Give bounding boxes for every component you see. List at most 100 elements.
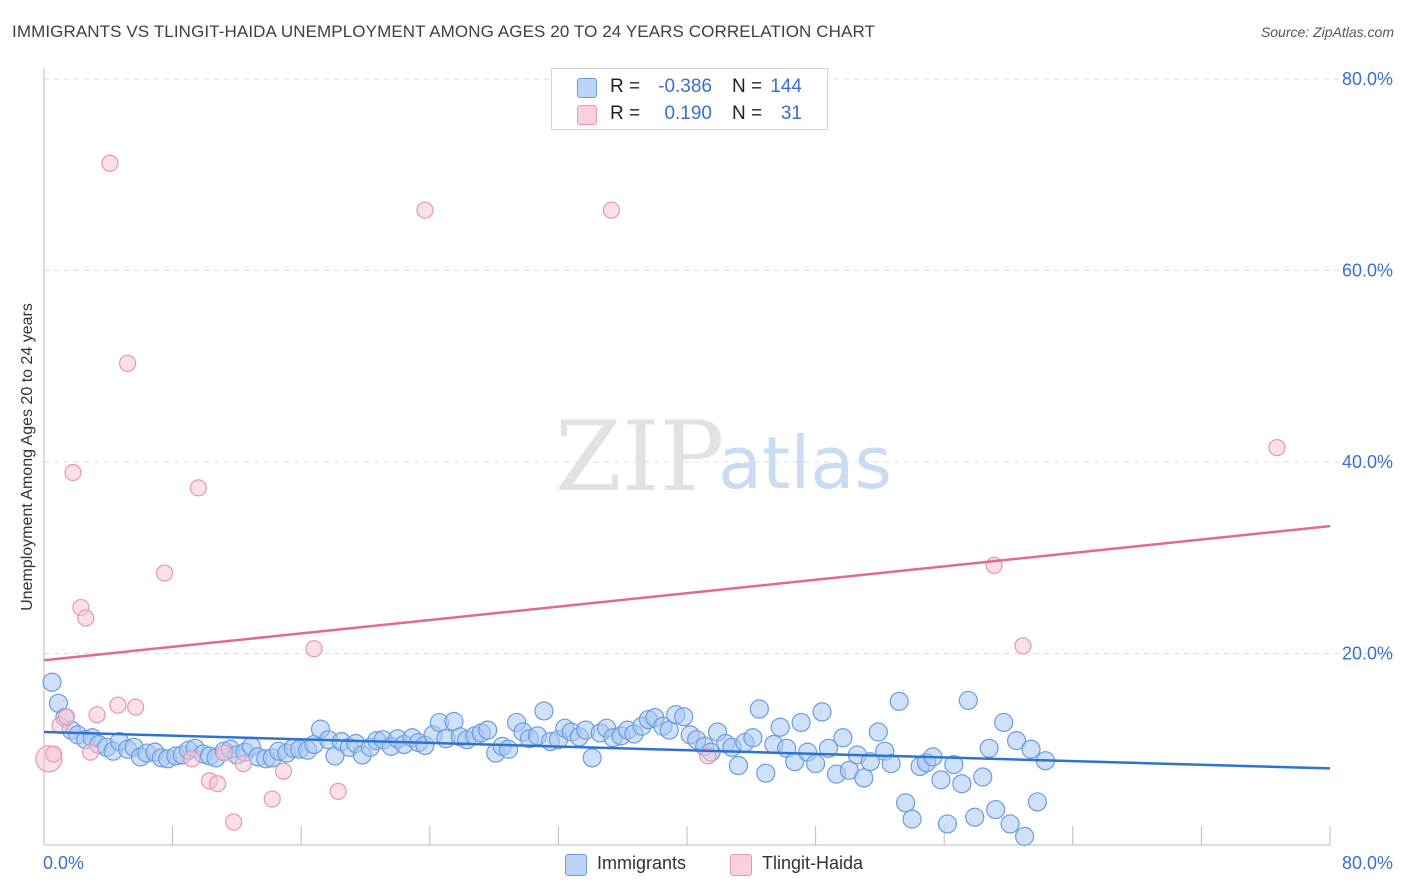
immigrants-point bbox=[965, 807, 985, 827]
r-label: R = bbox=[610, 103, 641, 124]
immigrants-point bbox=[868, 722, 888, 742]
immigrants-point bbox=[498, 739, 519, 759]
legend-label-tlingit-haida: Tlingit-Haida bbox=[762, 853, 864, 873]
tick-labels: 20.0% 40.0% 60.0% 80.0% 0.0% 80.0% bbox=[43, 69, 1393, 873]
immigrants-point bbox=[818, 738, 839, 758]
y-tick-label: 40.0% bbox=[1342, 452, 1393, 472]
y-tick-label: 20.0% bbox=[1342, 644, 1393, 664]
immigrants-point bbox=[743, 728, 763, 748]
immigrants-trend-line bbox=[43, 730, 1331, 770]
tlingit-haida-point bbox=[225, 813, 243, 831]
tlingit-haida-point bbox=[305, 640, 323, 658]
axes bbox=[43, 68, 1331, 846]
immigrants-point bbox=[1021, 739, 1041, 759]
legend-row-immigrants: R = -0.386 N = 144 bbox=[552, 75, 827, 99]
trend-lines bbox=[43, 524, 1331, 770]
n-label: N = bbox=[732, 76, 763, 97]
immigrants-point bbox=[791, 712, 811, 733]
n-label: N = bbox=[732, 103, 763, 124]
tlingit-haida-point bbox=[45, 745, 63, 763]
immigrants-point bbox=[770, 717, 790, 737]
immigrants-point bbox=[937, 814, 958, 834]
r-value: -0.386 bbox=[658, 76, 712, 97]
tlingit-haida-swatch bbox=[730, 854, 752, 876]
immigrants-point bbox=[1000, 814, 1020, 834]
correlation-legend: R = -0.386 N = 144 R = 0.190 N = 31 bbox=[551, 68, 828, 130]
immigrants-point bbox=[944, 754, 964, 775]
immigrants-point bbox=[42, 672, 62, 692]
immigrants-point bbox=[1027, 792, 1048, 812]
series-legend: Immigrants Tlingit-Haida bbox=[0, 851, 1406, 879]
tlingit-haida-point bbox=[77, 609, 95, 627]
watermark-atlas: atlas bbox=[718, 421, 892, 505]
tlingit-haida-points bbox=[35, 154, 1286, 831]
immigrants-point bbox=[1006, 731, 1027, 751]
watermark-zip: ZIP bbox=[555, 401, 724, 513]
y-tick-label: 60.0% bbox=[1342, 261, 1393, 281]
tlingit-haida-point bbox=[101, 154, 119, 172]
tlingit-haida-point bbox=[183, 750, 201, 768]
immigrants-point bbox=[889, 691, 909, 711]
tlingit-haida-point bbox=[57, 708, 76, 726]
tlingit-haida-point bbox=[64, 463, 82, 482]
tlingit-haida-point bbox=[234, 755, 252, 773]
tlingit-haida-point bbox=[1268, 439, 1286, 457]
immigrants-point bbox=[902, 809, 922, 829]
x-tick-label: 0.0% bbox=[43, 853, 84, 873]
immigrants-point bbox=[994, 712, 1014, 733]
immigrants-point bbox=[478, 720, 498, 740]
tlingit-haida-point bbox=[263, 790, 281, 808]
x-tick-label: 80.0% bbox=[1342, 853, 1393, 873]
immigrants-point bbox=[986, 799, 1006, 820]
legend-label-immigrants: Immigrants bbox=[597, 853, 687, 873]
immigrants-point bbox=[749, 699, 769, 719]
y-tick-label: 80.0% bbox=[1342, 69, 1393, 89]
tlingit-haida-point bbox=[274, 762, 293, 780]
immigrants-swatch bbox=[577, 78, 597, 98]
immigrants-point bbox=[973, 767, 993, 787]
immigrants-point bbox=[854, 768, 874, 788]
immigrants-swatch bbox=[565, 854, 587, 876]
r-value: 0.190 bbox=[664, 103, 712, 124]
tlingit-haida-point bbox=[88, 706, 106, 724]
immigrants-point bbox=[896, 793, 916, 813]
tlingit-haida-point bbox=[602, 201, 621, 219]
immigrants-point bbox=[860, 752, 880, 772]
grid-lines bbox=[44, 78, 1392, 654]
watermark: ZIP atlas bbox=[555, 401, 892, 513]
n-value: 31 bbox=[780, 103, 802, 124]
tlingit-haida-point bbox=[82, 743, 100, 761]
immigrants-point bbox=[979, 738, 999, 758]
immigrants-point bbox=[833, 728, 853, 748]
source-label: Source: ZipAtlas.com bbox=[1260, 24, 1394, 40]
immigrants-point bbox=[805, 754, 826, 774]
immigrants-point bbox=[931, 770, 951, 790]
tlingit-haida-point bbox=[118, 354, 137, 372]
tlingit-haida-swatch bbox=[577, 105, 597, 125]
tlingit-haida-point bbox=[215, 744, 233, 762]
chart-title: IMMIGRANTS VS TLINGIT-HAIDA UNEMPLOYMENT… bbox=[12, 22, 876, 41]
tlingit-haida-trend-line bbox=[43, 524, 1331, 662]
immigrants-point bbox=[812, 702, 832, 722]
immigrants-point bbox=[881, 754, 901, 774]
tlingit-haida-point bbox=[209, 775, 227, 793]
r-label: R = bbox=[610, 76, 641, 97]
tlingit-haida-point bbox=[1014, 637, 1032, 655]
immigrants-point bbox=[728, 755, 749, 776]
n-value: 144 bbox=[770, 76, 802, 97]
tlingit-haida-point bbox=[127, 698, 145, 716]
tlingit-haida-point bbox=[416, 201, 434, 219]
immigrants-point bbox=[534, 701, 554, 721]
tlingit-haida-point bbox=[109, 696, 127, 714]
immigrants-point bbox=[1014, 826, 1035, 846]
tlingit-haida-point bbox=[329, 782, 347, 800]
immigrants-point bbox=[958, 690, 978, 711]
immigrants-point bbox=[952, 774, 972, 794]
immigrants-point bbox=[674, 707, 694, 727]
immigrants-point bbox=[582, 748, 602, 768]
legend-row-tlingit-haida: R = 0.190 N = 31 bbox=[552, 102, 827, 126]
immigrants-point bbox=[756, 763, 776, 783]
tlingit-haida-point bbox=[155, 564, 174, 582]
tlingit-haida-point bbox=[189, 479, 207, 497]
